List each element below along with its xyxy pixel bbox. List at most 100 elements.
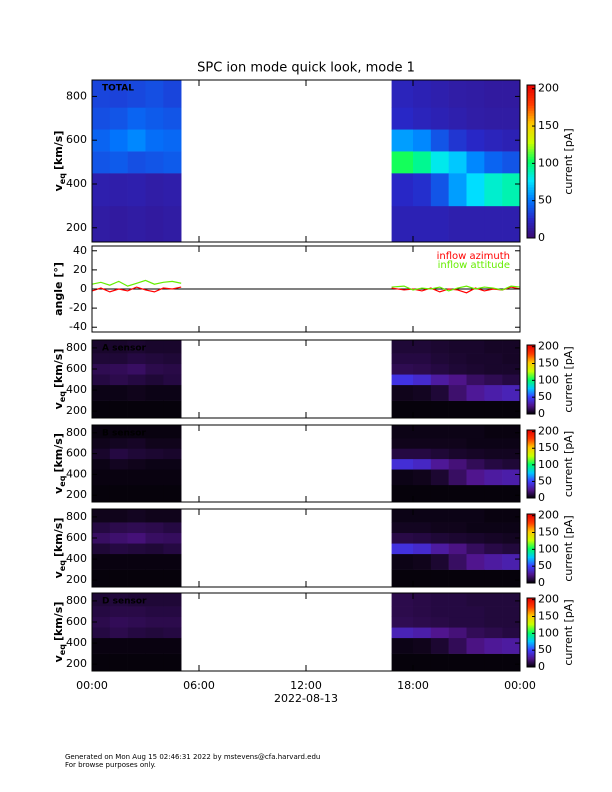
heatmap-cell <box>413 616 432 628</box>
colorbar-swatch <box>527 515 535 517</box>
colorbar-swatch <box>527 565 535 568</box>
heatmap-cell <box>413 484 432 503</box>
heatmap-cell <box>92 151 111 174</box>
heatmap-cell <box>127 353 146 365</box>
colorbar-swatch <box>527 457 535 459</box>
heatmap-cell <box>109 374 128 386</box>
colorbar-swatch <box>527 478 535 481</box>
x-tick-label: 18:00 <box>397 679 429 692</box>
heatmap-cell <box>163 374 182 386</box>
heatmap-cell <box>466 448 485 460</box>
colorbar-swatch <box>527 477 535 480</box>
colorbar-swatch <box>527 618 535 621</box>
colorbar-swatch <box>527 464 535 466</box>
colorbar-swatch <box>527 146 535 150</box>
heatmap-cell <box>163 205 182 243</box>
heatmap-cell <box>448 384 467 401</box>
colorbar-swatch <box>527 364 535 367</box>
heatmap-cell <box>502 151 521 174</box>
heatmap-cell <box>466 129 485 152</box>
heatmap-cell <box>502 627 521 639</box>
colorbar-tick-label: 50 <box>538 390 552 403</box>
heatmap-cell <box>413 532 432 544</box>
heatmap-cell <box>413 384 432 401</box>
colorbar-swatch <box>527 577 535 579</box>
colorbar-swatch <box>527 212 535 216</box>
heatmap-cell <box>430 627 449 639</box>
colorbar-swatch <box>527 616 535 618</box>
heatmap-cell <box>484 173 503 207</box>
heatmap-cell <box>163 543 182 555</box>
heatmap-cell <box>145 205 164 243</box>
colorbar-swatch <box>527 482 535 484</box>
heatmap-cell <box>391 384 414 401</box>
colorbar-tick-label: 150 <box>538 610 559 623</box>
heatmap-cell <box>466 469 485 486</box>
colorbar-swatch <box>527 466 535 468</box>
x-tick-label: 00:00 <box>76 679 108 692</box>
heatmap-cell <box>127 593 146 607</box>
heatmap-cell <box>413 374 432 386</box>
heatmap-cell <box>145 400 164 419</box>
colorbar-swatch <box>527 357 535 360</box>
colorbar-swatch <box>527 614 535 616</box>
heatmap-cell <box>502 173 521 207</box>
heatmap-cell <box>466 458 485 470</box>
heatmap-cell <box>484 129 503 152</box>
heatmap-cell <box>466 616 485 628</box>
heatmap-cell <box>484 425 503 439</box>
colorbar-tick-label: 50 <box>538 559 552 572</box>
heatmap-cell <box>127 653 146 672</box>
heatmap-cell <box>92 80 111 108</box>
colorbar-swatch <box>527 534 535 537</box>
heatmap-cell <box>484 627 503 639</box>
colorbar-swatch <box>527 558 535 561</box>
colorbar-frame <box>526 513 536 584</box>
colorbar-swatch <box>527 133 535 137</box>
colorbar-swatch <box>527 452 535 455</box>
colorbar-swatch <box>527 411 535 414</box>
colorbar-swatch <box>527 470 535 473</box>
heatmap-cell <box>448 484 467 503</box>
heatmap-cell <box>484 107 503 130</box>
colorbar-swatch <box>527 456 535 458</box>
y-tick-label: 600 <box>66 447 87 460</box>
heatmap-cell <box>163 469 182 486</box>
colorbar-swatch <box>527 430 535 432</box>
colorbar-swatch <box>527 405 535 408</box>
heatmap-cell <box>109 173 128 207</box>
colorbar-tick-label: 150 <box>538 526 559 539</box>
heatmap-cell <box>430 107 449 130</box>
x-axis-label: 2022-08-13 <box>274 692 338 705</box>
heatmap-cell <box>127 438 146 449</box>
heatmap-cell <box>127 484 146 503</box>
colorbar-swatch <box>527 138 535 142</box>
y-label-unit: [km/s] <box>52 131 65 170</box>
heatmap-cell <box>448 353 467 365</box>
heatmap-cell <box>430 340 449 354</box>
heatmap-cell <box>448 173 467 207</box>
legend-entry: inflow attitude <box>438 260 510 271</box>
colorbar-swatch <box>527 650 535 653</box>
y-axis-label: veq [km/s] <box>52 131 67 192</box>
heatmap-cell <box>163 509 182 523</box>
colorbar-tick-label: 100 <box>538 458 559 471</box>
heatmap-cell <box>127 107 146 130</box>
y-tick-label: 800 <box>66 89 87 102</box>
colorbar-tick-label: 200 <box>538 425 559 438</box>
colorbar-swatch <box>527 537 535 539</box>
colorbar-swatch <box>527 225 535 229</box>
heatmap-cell <box>430 616 449 628</box>
heatmap-cell <box>391 205 414 243</box>
heatmap-cell <box>109 616 128 628</box>
colorbar-swatch <box>527 118 535 122</box>
heatmap-cell <box>484 569 503 588</box>
colorbar-swatch <box>527 407 535 409</box>
colorbar-swatch <box>527 454 535 457</box>
colorbar-swatch <box>527 87 535 91</box>
colorbar-swatch <box>527 370 535 372</box>
colorbar-swatch <box>527 487 535 490</box>
heatmap-cell <box>391 400 414 419</box>
y-label-unit: [km/s] <box>52 433 65 472</box>
heatmap-cell <box>92 374 111 386</box>
